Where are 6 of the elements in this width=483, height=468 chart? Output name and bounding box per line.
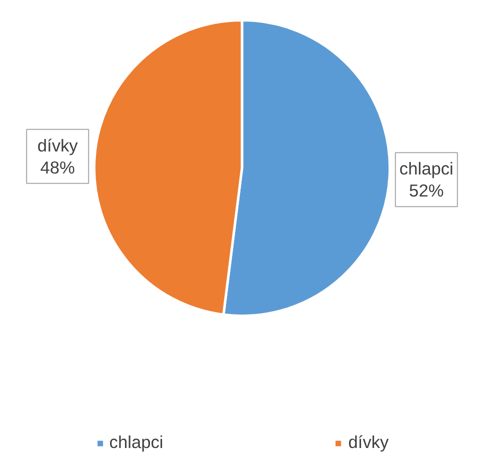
- slice-label: chlapci: [399, 158, 454, 179]
- legend-label: chlapci: [109, 432, 164, 453]
- slice-label: dívky: [37, 135, 78, 156]
- data-label: 52%: [409, 180, 444, 201]
- legend-label: dívky: [348, 432, 389, 453]
- data-label: 48%: [40, 157, 75, 178]
